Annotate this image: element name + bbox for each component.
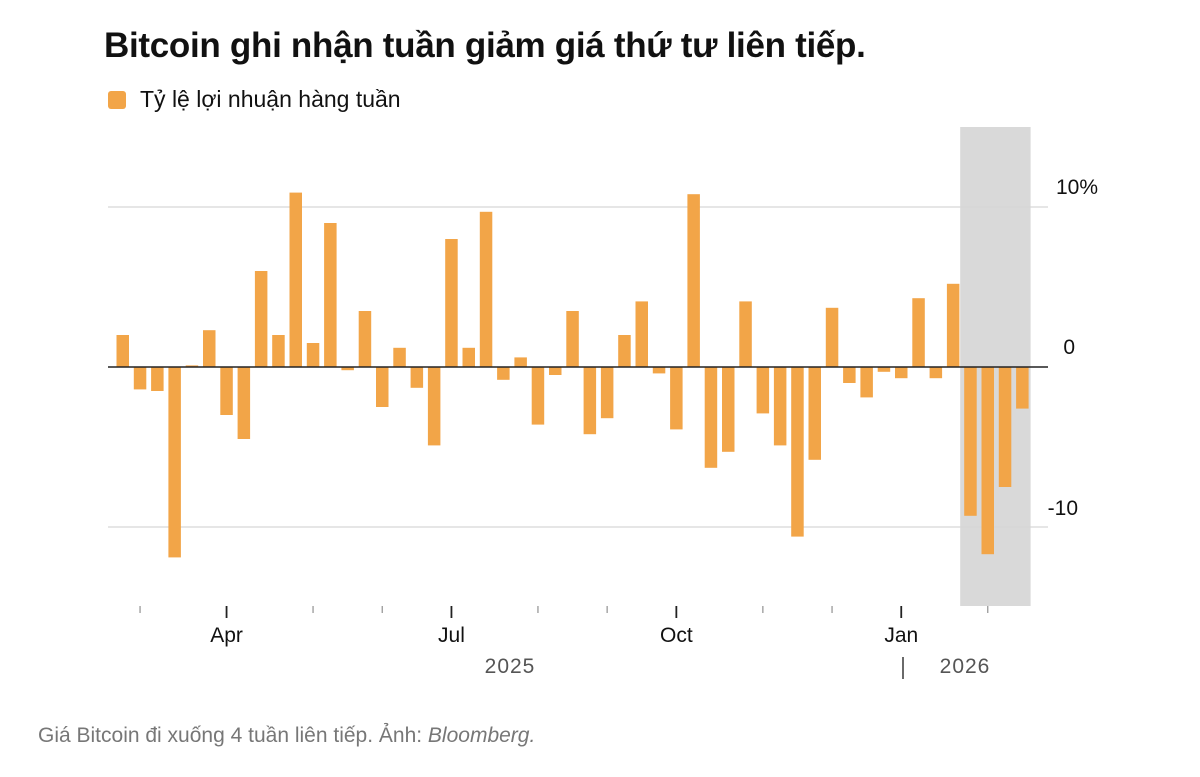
bar [272,335,285,367]
bar [289,192,302,367]
bar [895,367,908,379]
bar [237,367,251,439]
y-tick-label: 0 [1063,336,1075,359]
bar [358,311,372,367]
bar [860,367,873,398]
bar [168,367,181,558]
y-tick-label: 10% [1056,176,1098,199]
x-axis: Apr Jul Oct Jan 2025 2026 [139,606,991,679]
bar [704,367,718,468]
bar [549,367,562,375]
bar [514,357,527,367]
bar-chart: Apr Jul Oct Jan 2025 2026 10% 0 -10 [108,127,1098,679]
bar [843,367,856,383]
caption-text: Giá Bitcoin đi xuống 4 tuần liên tiếp. Ả… [38,724,428,747]
bar [791,367,804,537]
chart-title: Bitcoin ghi nhận tuần giảm giá thứ tư li… [104,26,866,65]
bar [151,367,164,391]
bar [497,367,510,380]
bar [341,367,354,371]
bar [306,343,320,367]
bar [687,194,700,367]
bar [929,367,943,379]
bar [203,330,216,367]
bar [445,239,458,367]
bars [116,192,1029,558]
bar [773,367,787,446]
bar [1016,367,1029,409]
x-tick-label: Apr [210,624,243,647]
year-label: 2025 [485,655,536,678]
legend: Tỷ lệ lợi nhuận hàng tuần [108,86,401,113]
caption: Giá Bitcoin đi xuống 4 tuần liên tiếp. Ả… [38,724,535,748]
bar [877,367,891,372]
bar [133,367,147,390]
gridlines [108,206,1048,528]
bar [462,347,475,367]
bar [808,367,821,460]
bar [981,367,994,555]
bar [618,335,631,367]
caption-source: Bloomberg. [427,724,536,747]
x-tick-label: Jan [884,624,918,647]
bar [635,301,648,367]
bar [393,347,406,367]
bar [722,367,735,452]
bar [739,301,752,367]
bar [756,367,770,414]
bar [652,367,666,374]
bar [566,311,579,367]
bar [998,367,1012,487]
bar [670,367,683,430]
x-tick-label: Oct [660,624,693,647]
year-label: 2026 [940,655,991,678]
bar [946,283,960,367]
bar [324,223,337,367]
bar [825,307,839,367]
bar [912,298,925,367]
bar [410,367,424,388]
bar [479,211,493,367]
legend-swatch [108,90,126,109]
bar [531,367,545,425]
legend-label: Tỷ lệ lợi nhuận hàng tuần [140,86,401,112]
bar [116,335,129,367]
bar [220,367,233,415]
y-axis-labels: 10% 0 -10 [1048,176,1098,520]
x-tick-label: Jul [438,624,465,647]
bar [254,271,268,367]
bar [376,367,389,407]
bar [583,367,597,435]
bar [964,367,977,516]
bar [600,367,614,419]
bar [427,367,441,446]
y-tick-label: -10 [1048,497,1078,520]
